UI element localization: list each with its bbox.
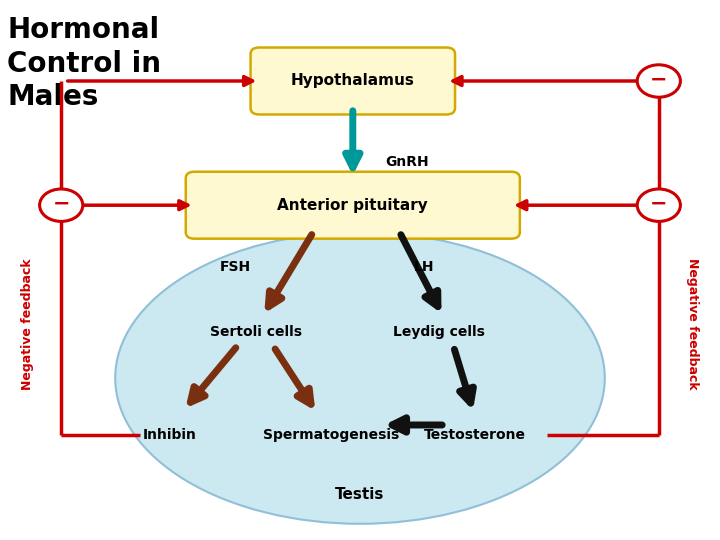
Text: Negative feedback: Negative feedback — [686, 258, 699, 390]
Text: −: − — [650, 69, 667, 90]
FancyBboxPatch shape — [251, 48, 455, 114]
Text: Inhibin: Inhibin — [143, 428, 196, 442]
Text: −: − — [53, 193, 70, 214]
Text: Negative feedback: Negative feedback — [21, 258, 34, 390]
Text: Spermatogenesis: Spermatogenesis — [263, 428, 400, 442]
Text: Testosterone: Testosterone — [424, 428, 526, 442]
Text: GnRH: GnRH — [385, 155, 429, 169]
Text: Testis: Testis — [336, 487, 384, 502]
Text: Hypothalamus: Hypothalamus — [291, 73, 415, 89]
Circle shape — [637, 65, 680, 97]
Text: Leydig cells: Leydig cells — [393, 325, 485, 339]
Text: −: − — [650, 193, 667, 214]
Text: LH: LH — [414, 260, 434, 274]
Text: Hormonal
Control in
Males: Hormonal Control in Males — [7, 16, 161, 111]
Text: Sertoli cells: Sertoli cells — [210, 325, 302, 339]
Text: FSH: FSH — [220, 260, 251, 274]
Circle shape — [40, 189, 83, 221]
Text: Anterior pituitary: Anterior pituitary — [277, 198, 428, 213]
Ellipse shape — [115, 232, 605, 524]
FancyBboxPatch shape — [186, 172, 520, 239]
Circle shape — [637, 189, 680, 221]
